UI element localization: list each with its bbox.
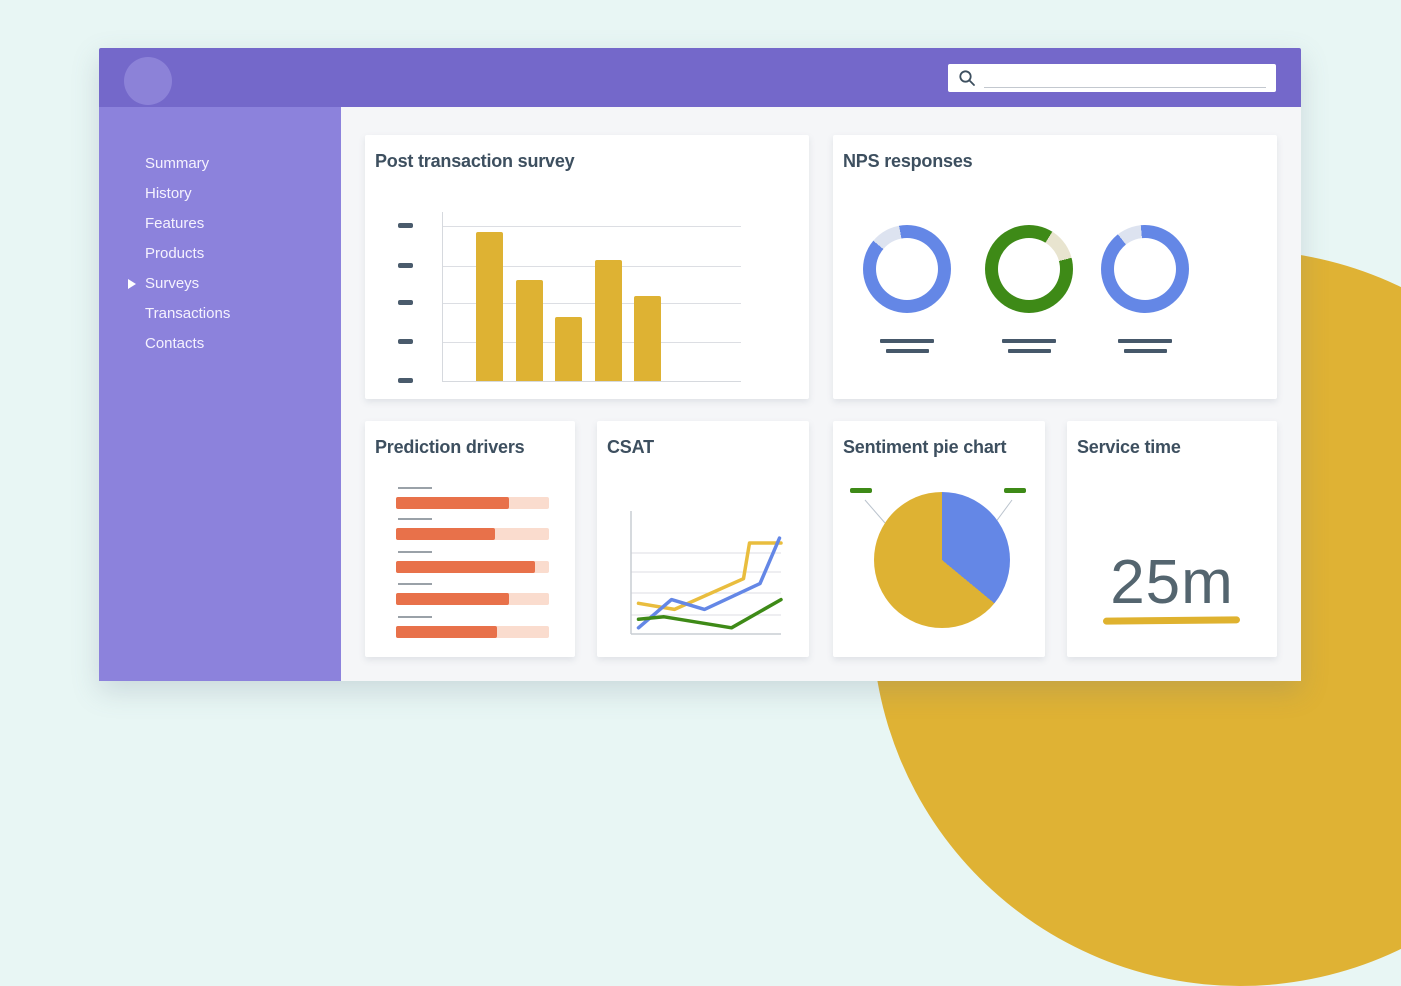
driver-track xyxy=(396,561,549,573)
card-prediction-drivers: Prediction drivers xyxy=(365,421,575,657)
sidebar-item-summary[interactable]: Summary xyxy=(99,149,341,179)
card-title-prediction-drivers: Prediction drivers xyxy=(375,437,525,457)
card-title-service-time: Service time xyxy=(1077,437,1181,457)
driver-label-line xyxy=(398,518,432,520)
gridline xyxy=(443,303,741,304)
card-title-csat: CSAT xyxy=(607,437,654,457)
card-csat: CSAT xyxy=(597,421,809,657)
card-sentiment-pie: Sentiment pie chart xyxy=(833,421,1045,657)
sidebar-item-label: History xyxy=(145,185,192,202)
line-series-blue xyxy=(636,536,782,630)
metric-underline xyxy=(1102,616,1241,625)
sidebar-item-label: Summary xyxy=(145,155,210,172)
metric-value: 25m xyxy=(1110,548,1234,617)
bar xyxy=(476,232,503,381)
gridline xyxy=(443,342,741,343)
donut-label-lines xyxy=(1002,339,1056,353)
donut-group xyxy=(1090,225,1200,353)
driver-row xyxy=(396,583,549,607)
driver-fill xyxy=(396,593,509,605)
driver-track xyxy=(396,593,549,605)
donut-group xyxy=(852,225,962,353)
donut-chart xyxy=(863,225,951,313)
driver-row xyxy=(396,518,549,542)
tick-dash xyxy=(398,378,413,383)
label-line xyxy=(1002,339,1056,343)
tick-dash xyxy=(398,263,413,268)
donut-chart xyxy=(985,225,1073,313)
search-input[interactable] xyxy=(984,68,1266,88)
driver-row xyxy=(396,551,549,575)
driver-track xyxy=(396,528,549,540)
label-line xyxy=(880,339,934,343)
bar xyxy=(634,296,661,381)
label-line xyxy=(885,349,929,353)
card-title-sentiment-pie: Sentiment pie chart xyxy=(843,437,1007,457)
card-nps-responses: NPS responses xyxy=(833,135,1277,399)
callout-dash-right xyxy=(1004,488,1026,493)
line-series-green xyxy=(636,597,783,630)
gridline xyxy=(443,266,741,267)
bar xyxy=(555,317,582,381)
driver-fill xyxy=(396,528,495,540)
driver-fill xyxy=(396,626,497,638)
sidebar-item-label: Features xyxy=(145,215,205,232)
tick-dash xyxy=(398,223,413,228)
avatar[interactable] xyxy=(124,57,172,105)
card-title-post-transaction-survey: Post transaction survey xyxy=(375,151,575,171)
app-window: Summary History Features Products Surveys Tra… xyxy=(99,48,1301,681)
driver-label-line xyxy=(398,551,432,553)
tick-dash xyxy=(398,300,413,305)
sidebar-item-label: Contacts xyxy=(145,335,205,352)
driver-label-line xyxy=(398,487,432,489)
driver-label-line xyxy=(398,583,432,585)
search-box xyxy=(948,64,1276,92)
card-post-transaction-survey: Post transaction survey xyxy=(365,135,809,399)
bar-chart xyxy=(442,212,741,382)
driver-track xyxy=(396,626,549,638)
content-area: Post transaction survey NPS responses Pr… xyxy=(341,107,1301,681)
donut-label-lines xyxy=(880,339,934,353)
sidebar-item-transactions[interactable]: Transactions xyxy=(99,299,341,329)
label-line xyxy=(1118,339,1172,343)
driver-track xyxy=(396,497,549,509)
driver-row xyxy=(396,616,549,640)
sidebar-item-products[interactable]: Products xyxy=(99,239,341,269)
label-line xyxy=(1007,349,1051,353)
card-title-nps-responses: NPS responses xyxy=(843,151,973,171)
top-bar xyxy=(99,48,1301,107)
sidebar-item-surveys[interactable]: Surveys xyxy=(99,269,341,299)
sidebar-item-label: Surveys xyxy=(145,275,200,292)
driver-fill xyxy=(396,561,535,573)
gridline xyxy=(443,226,741,227)
active-item-arrow-icon xyxy=(128,279,136,289)
donut-group xyxy=(974,225,1084,353)
sidebar-item-history[interactable]: History xyxy=(99,179,341,209)
card-service-time: Service time 25m xyxy=(1067,421,1277,657)
driver-label-line xyxy=(398,616,432,618)
tick-dash xyxy=(398,339,413,344)
driver-row xyxy=(396,487,549,511)
search-icon xyxy=(959,70,975,86)
driver-fill xyxy=(396,497,509,509)
line-chart xyxy=(630,511,783,635)
donut-chart xyxy=(1101,225,1189,313)
donut-label-lines xyxy=(1118,339,1172,353)
sidebar-item-contacts[interactable]: Contacts xyxy=(99,329,341,359)
sidebar-item-label: Transactions xyxy=(145,305,231,322)
callout-leader-lines xyxy=(864,499,1013,524)
sidebar-nav: Summary History Features Products Surveys Tra… xyxy=(99,107,341,359)
bar xyxy=(594,260,622,381)
y-axis-tick-dashes xyxy=(365,135,809,399)
pie-chart xyxy=(874,492,1010,628)
label-line xyxy=(1123,349,1167,353)
sidebar-item-features[interactable]: Features xyxy=(99,209,341,239)
sidebar: Summary History Features Products Surveys Tra… xyxy=(99,107,341,681)
sidebar-item-label: Products xyxy=(145,245,205,262)
callout-dash-left xyxy=(850,488,872,493)
bar xyxy=(515,280,543,381)
